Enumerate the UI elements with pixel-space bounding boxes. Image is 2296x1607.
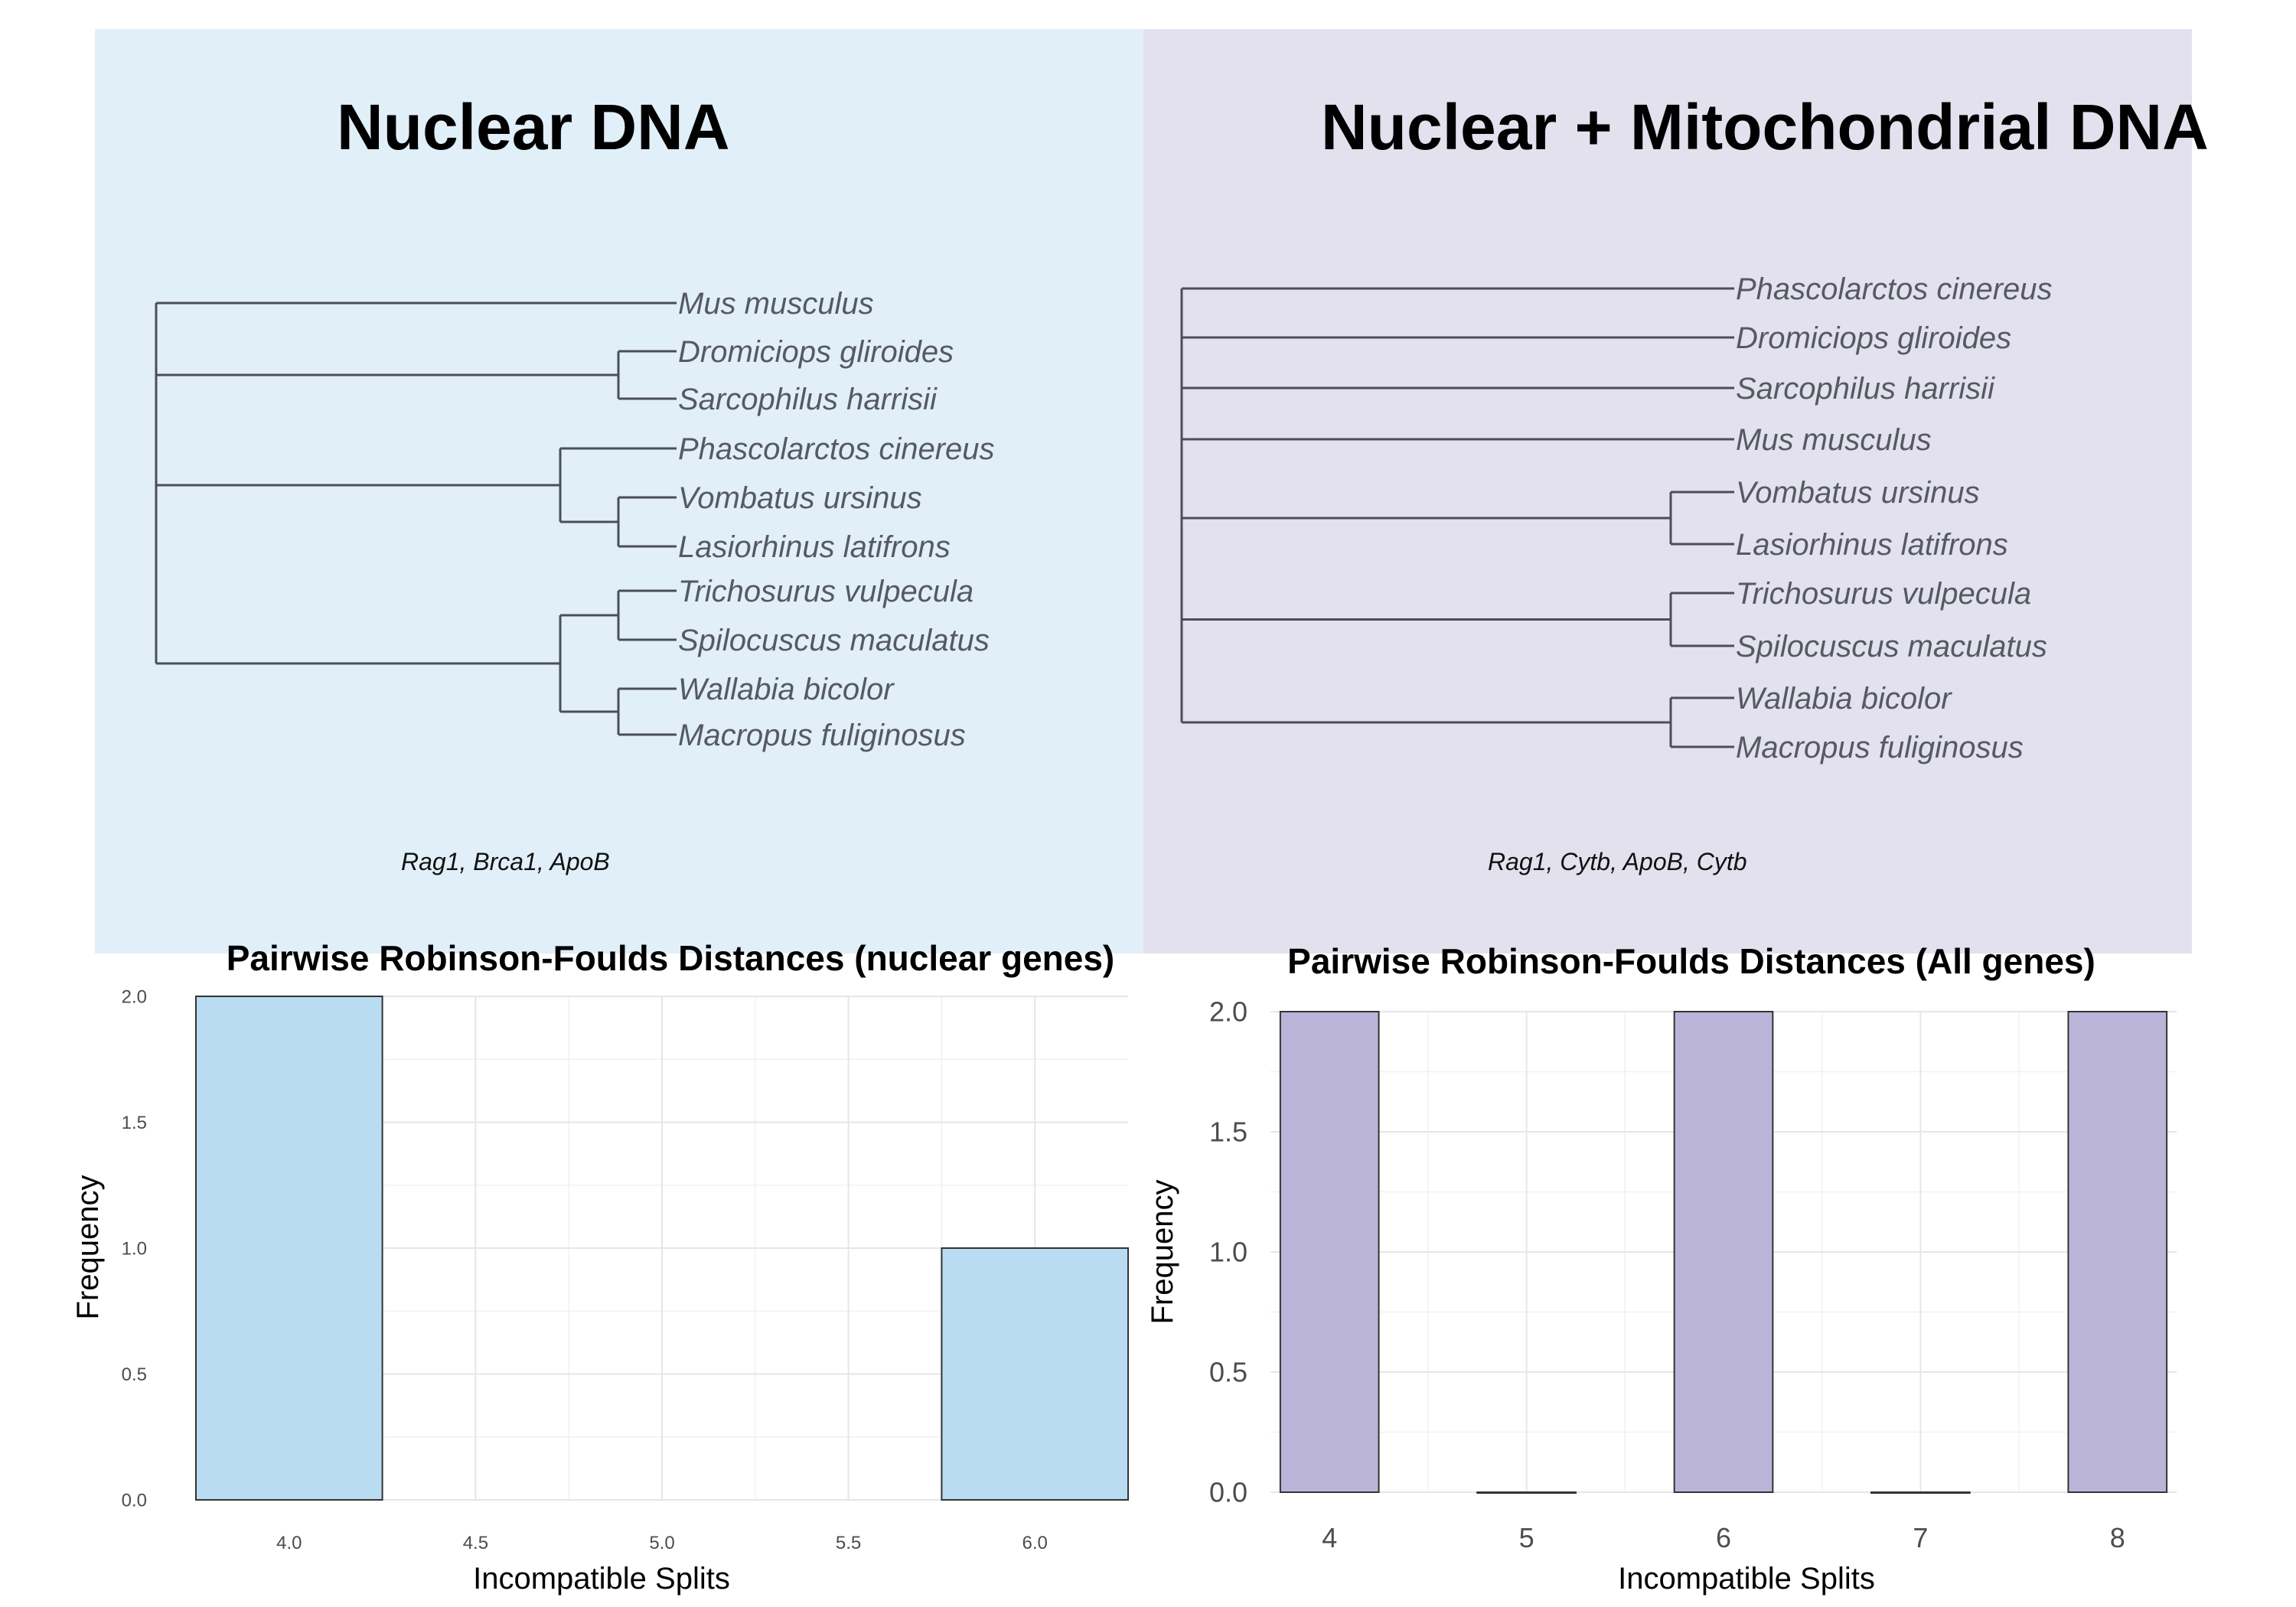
tip-label-mus-musculus: Mus musculus bbox=[1736, 423, 1932, 457]
gene-list-combined: Rag1, Cytb, ApoB, Cytb bbox=[1488, 848, 1747, 875]
x-tick-label: 6 bbox=[1716, 1522, 1731, 1553]
x-tick-label: 5 bbox=[1519, 1522, 1534, 1553]
tip-label-spilocuscus-maculatus: Spilocuscus maculatus bbox=[678, 624, 990, 657]
y-tick-label: 2.0 bbox=[1209, 996, 1247, 1028]
x-tick-label: 5.5 bbox=[836, 1533, 861, 1553]
tip-label-spilocuscus-maculatus: Spilocuscus maculatus bbox=[1736, 630, 2047, 663]
y-tick-label: 0.5 bbox=[1209, 1357, 1247, 1388]
y-tick-label: 1.5 bbox=[1209, 1116, 1247, 1148]
phylogenetic-tree-nuclear: Mus musculus Dromiciops gliroides Sarcophi… bbox=[155, 287, 995, 752]
histogram-all-genes: 4 5 6 7 8 0.0 0.5 1.0 1.5 2.0 Pairwise Robinson-Fo… bbox=[1146, 941, 2177, 1596]
tip-label-wallabia-bicolor: Wallabia bicolor bbox=[678, 673, 895, 706]
chart-title: Pairwise Robinson-Foulds Distances (nucl… bbox=[227, 938, 1115, 978]
y-tick-label: 0.0 bbox=[122, 1490, 147, 1511]
tip-label-mus-musculus: Mus musculus bbox=[678, 287, 874, 321]
tip-label-phascolarctos-cinereus: Phascolarctos cinereus bbox=[1736, 272, 2053, 306]
x-axis-label: Incompatible Splits bbox=[473, 1562, 730, 1596]
tip-label-macropus-fuliginosus: Macropus fuliginosus bbox=[678, 719, 966, 752]
histogram-nuclear-genes: 4.0 4.5 5.0 5.5 6.0 0.0 0.5 1.0 1.5 2.0 Pairwise R… bbox=[71, 938, 1130, 1596]
y-tick-label: 1.0 bbox=[1209, 1237, 1247, 1268]
y-tick-label: 1.5 bbox=[122, 1113, 147, 1133]
tip-label-dromiciops-gliroides: Dromiciops gliroides bbox=[1736, 321, 2011, 355]
tip-label-trichosurus-vulpecula: Trichosurus vulpecula bbox=[1736, 577, 2031, 611]
histogram-bar-4 bbox=[195, 996, 383, 1501]
x-tick-label: 4 bbox=[1322, 1522, 1337, 1553]
histogram-bar-7 bbox=[1870, 1491, 1971, 1494]
histogram-bar-8 bbox=[2067, 1011, 2168, 1493]
tip-label-sarcophilus-harrisii: Sarcophilus harrisii bbox=[1736, 372, 1995, 406]
tip-label-sarcophilus-harrisii: Sarcophilus harrisii bbox=[678, 383, 938, 416]
tip-label-vombatus-ursinus: Vombatus ursinus bbox=[678, 481, 922, 515]
panel-title-combined: Nuclear + Mitochondrial DNA bbox=[1321, 91, 2209, 163]
histogram-bar-6 bbox=[1673, 1011, 1774, 1493]
x-tick-label: 6.0 bbox=[1022, 1533, 1048, 1553]
y-axis-label: Frequency bbox=[1146, 1180, 1179, 1325]
y-tick-label: 0.5 bbox=[122, 1364, 147, 1385]
gene-list-nuclear: Rag1, Brca1, ApoB bbox=[401, 848, 610, 875]
y-tick-label: 2.0 bbox=[122, 986, 147, 1007]
tip-label-lasiorhinus-latifrons: Lasiorhinus latifrons bbox=[1736, 528, 2008, 562]
tip-label-trichosurus-vulpecula: Trichosurus vulpecula bbox=[678, 575, 974, 608]
chart-title: Pairwise Robinson-Foulds Distances (All … bbox=[1287, 941, 2095, 981]
tip-label-lasiorhinus-latifrons: Lasiorhinus latifrons bbox=[678, 530, 951, 564]
panel-title-nuclear: Nuclear DNA bbox=[337, 91, 730, 163]
tip-label-vombatus-ursinus: Vombatus ursinus bbox=[1736, 476, 1980, 510]
x-tick-label: 8 bbox=[2110, 1522, 2125, 1553]
x-tick-label: 5.0 bbox=[649, 1533, 674, 1553]
tip-label-phascolarctos-cinereus: Phascolarctos cinereus bbox=[678, 432, 995, 466]
y-axis-label: Frequency bbox=[71, 1175, 105, 1320]
y-tick-label: 1.0 bbox=[122, 1238, 147, 1259]
phylogenetic-tree-combined: Phascolarctos cinereus Dromiciops gliroid… bbox=[1180, 272, 2053, 764]
tip-label-wallabia-bicolor: Wallabia bicolor bbox=[1736, 682, 1952, 715]
histogram-bar-6 bbox=[941, 1247, 1130, 1501]
x-tick-label: 7 bbox=[1913, 1522, 1928, 1553]
histogram-bar-4 bbox=[1279, 1011, 1380, 1493]
x-tick-label: 4.0 bbox=[276, 1533, 302, 1553]
tip-label-dromiciops-gliroides: Dromiciops gliroides bbox=[678, 335, 954, 369]
x-tick-label: 4.5 bbox=[463, 1533, 488, 1553]
x-axis-label: Incompatible Splits bbox=[1618, 1562, 1875, 1596]
y-tick-label: 0.0 bbox=[1209, 1477, 1247, 1508]
histogram-bar-5 bbox=[1476, 1491, 1577, 1494]
nuclear-mitochondrial-dna-panel: Nuclear + Mitochondrial DNA Phascolarcto… bbox=[1143, 29, 2209, 953]
nuclear-dna-panel: Nuclear DNA Mus musculus Dromiciops gliro… bbox=[95, 29, 1143, 953]
tip-label-macropus-fuliginosus: Macropus fuliginosus bbox=[1736, 731, 2024, 764]
